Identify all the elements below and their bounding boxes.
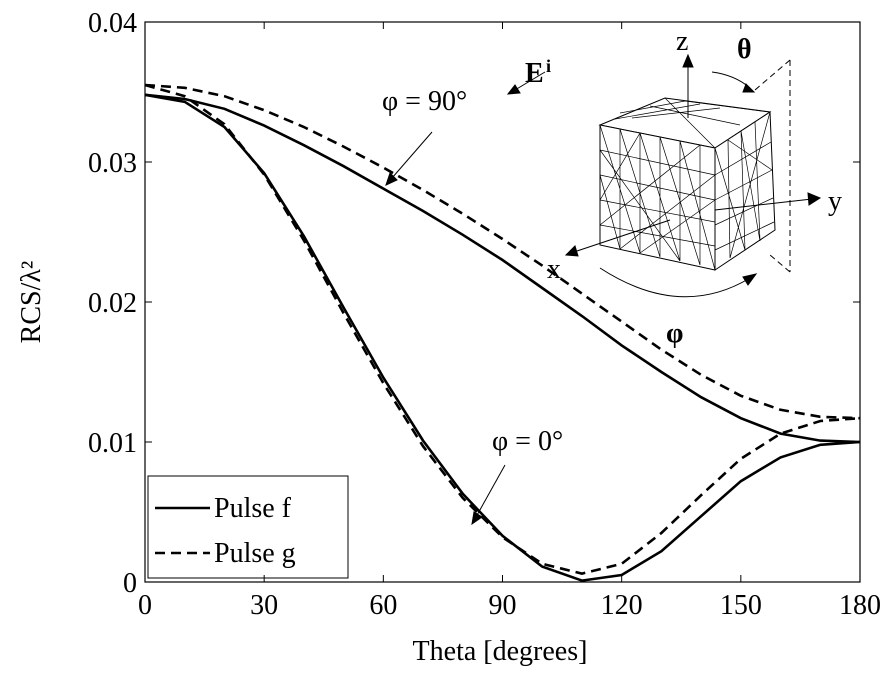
legend-label: Pulse f <box>214 493 292 524</box>
legend: Pulse f Pulse g <box>148 476 348 578</box>
x-tick-label: 90 <box>489 590 517 621</box>
inset-label: E <box>525 58 544 89</box>
x-tick-label: 30 <box>250 590 278 621</box>
inset-label: φ <box>666 318 683 349</box>
x-tick-label: 150 <box>720 590 762 621</box>
annotation: φ = 0° <box>492 426 563 457</box>
x-tick-label: 180 <box>839 590 881 621</box>
x-axis-label: Theta [degrees] <box>413 636 588 667</box>
x-tick-label: 120 <box>601 590 643 621</box>
y-axis-label: RCS/λ² <box>16 261 47 344</box>
inset-label: i <box>546 56 551 76</box>
inset-label: z <box>676 26 688 57</box>
y-tick-label: 0.03 <box>88 148 137 179</box>
y-tick-label: 0.04 <box>88 8 137 39</box>
legend-label: Pulse g <box>214 538 296 569</box>
x-tick-label: 60 <box>369 590 397 621</box>
inset-label: θ <box>737 34 752 65</box>
annotation: φ = 90° <box>382 86 467 117</box>
inset-label: y <box>828 186 842 217</box>
chart: Pulse f Pulse g Theta [degrees] RCS/λ² φ … <box>0 0 893 669</box>
y-tick-label: 0.01 <box>88 428 137 459</box>
y-tick-label: 0 <box>123 568 137 599</box>
x-tick-label: 0 <box>138 590 152 621</box>
y-tick-label: 0.02 <box>88 288 137 319</box>
